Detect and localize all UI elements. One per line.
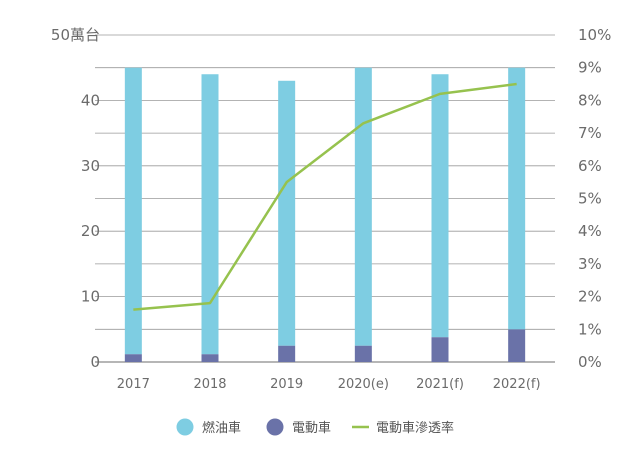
x-axis-tick: 2018 xyxy=(193,377,226,392)
x-axis: 2017 2018 2019 2020(e) 2021(f) 2022(f) xyxy=(117,377,541,392)
left-axis-tick: 20 xyxy=(81,222,100,240)
right-axis-tick: 9% xyxy=(578,59,602,77)
right-axis-tick: 2% xyxy=(578,288,602,306)
penetration-polyline xyxy=(133,82,517,311)
right-axis-tick: 5% xyxy=(578,190,602,208)
right-axis: 0% 1% 2% 3% 4% 5% 6% 7% 8% 9% 10% xyxy=(578,26,611,371)
bars xyxy=(124,67,526,362)
legend-label: 燃油車 xyxy=(202,420,241,436)
bar-ice xyxy=(201,74,219,355)
bar-ice xyxy=(278,80,296,346)
x-axis-tick: 2021(f) xyxy=(416,377,464,392)
bar-ev xyxy=(201,354,219,362)
x-axis-tick: 2020(e) xyxy=(338,377,389,392)
left-axis-tick: 40 xyxy=(81,91,100,109)
x-axis-tick: 2019 xyxy=(270,377,303,392)
gridlines xyxy=(95,34,555,363)
bar-ev xyxy=(431,337,449,362)
left-axis-tick: 50萬台 xyxy=(51,26,100,44)
right-axis-tick: 8% xyxy=(578,91,602,109)
right-axis-tick: 1% xyxy=(578,320,602,338)
bar-ice xyxy=(431,74,449,338)
bar-ev xyxy=(124,354,142,362)
legend-label: 電動車滲透率 xyxy=(376,420,454,436)
bar-ice xyxy=(354,67,372,346)
bar-ev xyxy=(508,329,526,362)
left-axis-tick: 0 xyxy=(90,353,100,371)
right-axis-tick: 6% xyxy=(578,157,602,175)
left-axis: 0 10 20 30 40 50萬台 xyxy=(51,26,100,371)
right-axis-tick: 7% xyxy=(578,124,602,142)
x-axis-tick: 2017 xyxy=(117,377,150,392)
right-axis-tick: 0% xyxy=(578,353,602,371)
right-axis-tick: 10% xyxy=(578,26,611,44)
legend-swatch xyxy=(176,418,194,436)
right-axis-tick: 3% xyxy=(578,255,602,273)
x-axis-tick: 2022(f) xyxy=(493,377,541,392)
legend-swatch xyxy=(266,418,284,436)
legend: 燃油車 電動車 電動車滲透率 xyxy=(176,418,454,436)
right-axis-tick: 4% xyxy=(578,222,602,240)
left-axis-tick: 30 xyxy=(81,157,100,175)
bar-ev xyxy=(278,345,296,362)
bar-ice xyxy=(124,67,142,355)
bar-ice xyxy=(508,67,526,330)
penetration-line xyxy=(133,82,517,311)
left-axis-tick: 10 xyxy=(81,288,100,306)
bar-ev xyxy=(354,345,372,362)
legend-label: 電動車 xyxy=(292,421,331,436)
